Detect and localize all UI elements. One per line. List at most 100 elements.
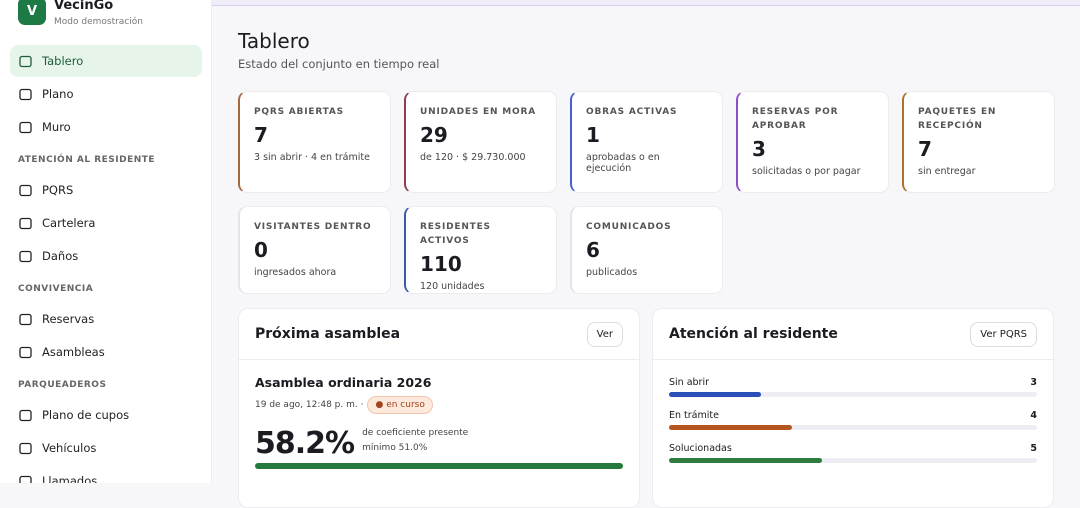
- stat-note: ingresados ahora: [254, 267, 337, 278]
- status-badge: ● en curso: [367, 396, 433, 414]
- coefficient-bar: [255, 463, 623, 469]
- icon: [19, 442, 32, 454]
- row-label: En trámite: [669, 410, 719, 421]
- assembly-body: Asamblea ordinaria 2026 19 de ago, 12:48…: [239, 360, 639, 484]
- assembly-panel: Próxima asamblea Ver Asamblea ordinaria …: [238, 308, 640, 508]
- bar: [669, 458, 823, 463]
- stat-card: COMUNICADOS 6 publicados: [570, 206, 723, 294]
- stat-card: OBRAS ACTIVAS 1 aprobadas o en ejecución: [570, 91, 723, 193]
- nav-item[interactable]: Cartelera: [10, 207, 202, 239]
- attention-row: En trámite 4: [669, 410, 1037, 443]
- nav-label: Llamados: [42, 474, 98, 483]
- row-label: Sin abrir: [669, 377, 710, 388]
- stat-note: 120 unidades: [420, 281, 485, 292]
- icon: [19, 313, 32, 325]
- panel-header: Próxima asamblea Ver: [239, 309, 639, 360]
- panel-title: Atención al residente: [669, 326, 838, 342]
- nav: Tablero Plano Muro ATENCIÓN AL RESIDENTE PQR…: [10, 45, 202, 483]
- stat-label: RESIDENTES ACTIVOS: [420, 222, 491, 246]
- icon: [19, 184, 32, 196]
- coefficient-text: de coeficiente presente mínimo 51.0%: [362, 426, 468, 456]
- button[interactable]: Ver: [586, 321, 623, 347]
- row-label: Solucionadas: [669, 443, 732, 454]
- badge-text: en curso: [386, 400, 425, 410]
- nav-item[interactable]: Asambleas: [10, 336, 202, 368]
- nav-label: Plano: [42, 87, 74, 101]
- icon: [19, 475, 32, 483]
- attention-rows: Sin abrir 3 En trámite 4 Solucionadas 5: [653, 360, 1053, 476]
- attention-row: Sin abrir 3: [669, 377, 1037, 410]
- stat-note: sin entregar: [918, 166, 976, 177]
- attention-row: Solucionadas 5: [669, 443, 1037, 476]
- nav-item[interactable]: Tablero: [10, 45, 202, 77]
- stat-label: COMUNICADOS: [586, 222, 672, 232]
- stat-value: 29: [420, 123, 448, 147]
- panel-header: Atención al residente Ver PQRS: [653, 309, 1053, 360]
- attention-panel: Atención al residente Ver PQRS Sin abrir…: [652, 308, 1054, 508]
- brand-subtitle: Modo demostración: [54, 17, 143, 27]
- logo: V: [18, 0, 46, 25]
- minimum: mínimo 51.0%: [362, 443, 428, 453]
- row-value: 5: [1030, 443, 1037, 454]
- icon: [19, 409, 32, 421]
- nav-label: Daños: [42, 249, 79, 263]
- icon: [19, 55, 32, 67]
- nav-item[interactable]: Llamados: [10, 465, 202, 483]
- stat-label: OBRAS ACTIVAS: [586, 107, 678, 117]
- assembly-date: 19 de ago, 12:48 p. m. ·: [255, 400, 364, 410]
- nav-label: Vehículos: [42, 441, 97, 455]
- nav-item[interactable]: Muro: [10, 111, 202, 143]
- assembly-meta: 19 de ago, 12:48 p. m. · ● en curso: [255, 396, 623, 414]
- row-value: 4: [1030, 410, 1037, 421]
- nav-label: Muro: [42, 120, 71, 134]
- nav-label: PQRS: [42, 183, 74, 197]
- stat-note: solicitadas o por pagar: [752, 166, 861, 177]
- stat-card: PAQUETES EN RECEPCIÓN 7 sin entregar: [902, 91, 1055, 193]
- stat-card: UNIDADES EN MORA 29 de 120 · $ 29.730.000: [404, 91, 557, 193]
- icon: [19, 88, 32, 100]
- sidebar: V VecinGo Modo demostración Tablero Plano…: [0, 0, 212, 483]
- button[interactable]: Ver PQRS: [970, 321, 1037, 347]
- nav-item[interactable]: Plano: [10, 78, 202, 110]
- icon: [19, 250, 32, 262]
- track: [669, 392, 1037, 397]
- bar: [669, 425, 792, 430]
- stat-label: PAQUETES EN RECEPCIÓN: [918, 107, 997, 131]
- stat-value: 7: [918, 137, 932, 161]
- icon: [19, 121, 32, 133]
- nav-item[interactable]: Plano de cupos: [10, 399, 202, 431]
- nav-item[interactable]: Vehículos: [10, 432, 202, 464]
- assembly-name: Asamblea ordinaria 2026: [255, 375, 432, 390]
- stat-note: 3 sin abrir · 4 en trámite: [254, 152, 370, 163]
- stat-note: publicados: [586, 267, 638, 278]
- nav-item[interactable]: PQRS: [10, 174, 202, 206]
- stat-note: de 120 · $ 29.730.000: [420, 152, 526, 163]
- stat-note: aprobadas o en ejecución: [586, 152, 660, 174]
- nav-section-title: CONVIVENCIA: [18, 284, 94, 294]
- nav-item[interactable]: Daños: [10, 240, 202, 272]
- stat-value: 110: [420, 252, 462, 276]
- nav-label: Cartelera: [42, 216, 96, 230]
- stat-card: PQRS ABIERTAS 7 3 sin abrir · 4 en trámite: [238, 91, 391, 193]
- row-value: 3: [1030, 377, 1037, 388]
- stat-value: 3: [752, 137, 766, 161]
- track: [669, 458, 1037, 463]
- stat-card: RESIDENTES ACTIVOS 110 120 unidades: [404, 206, 557, 294]
- stat-label: UNIDADES EN MORA: [420, 107, 536, 117]
- stat-label: VISITANTES DENTRO: [254, 222, 372, 232]
- nav-section-title: PARQUEADEROS: [18, 380, 107, 390]
- stat-label: PQRS ABIERTAS: [254, 107, 344, 117]
- nav-item[interactable]: Reservas: [10, 303, 202, 335]
- track: [669, 425, 1037, 430]
- panel-title: Próxima asamblea: [255, 326, 401, 342]
- bar: [669, 392, 761, 397]
- nav-section-title: ATENCIÓN AL RESIDENTE: [18, 155, 156, 165]
- stat-label: RESERVAS POR APROBAR: [752, 107, 839, 131]
- icon: [19, 217, 32, 229]
- percent: 58.2%: [255, 426, 355, 461]
- stat-card: RESERVAS POR APROBAR 3 solicitadas o por p…: [736, 91, 889, 193]
- page-title: Tablero: [238, 29, 310, 53]
- stat-value: 0: [254, 238, 268, 262]
- stat-value: 7: [254, 123, 268, 147]
